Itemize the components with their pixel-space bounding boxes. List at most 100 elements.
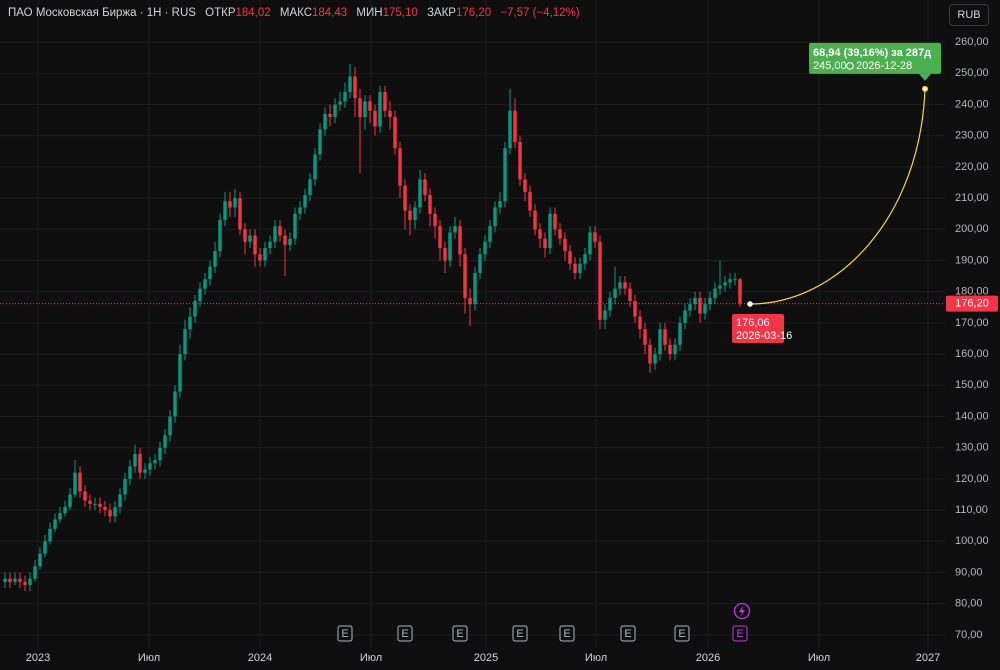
candle-body	[528, 191, 532, 211]
forecast-start-dot	[747, 301, 753, 307]
candle-body	[168, 416, 172, 436]
candle-body	[213, 251, 217, 267]
candle-body	[148, 463, 152, 470]
event-flash-bolt	[739, 605, 745, 617]
candle-body	[593, 232, 597, 242]
candle-body	[263, 248, 267, 261]
candle-body	[723, 282, 727, 286]
candle-body	[463, 254, 467, 298]
ohlc-label: ОТКР	[205, 7, 236, 19]
candle-body	[673, 344, 677, 355]
candle-body	[188, 316, 192, 330]
candle-body	[733, 279, 737, 281]
event-marker[interactable]: E	[337, 625, 353, 642]
candle-body	[238, 198, 242, 230]
candle-body	[663, 329, 667, 345]
candle-body	[518, 141, 522, 180]
event-marker[interactable]: E	[732, 602, 751, 642]
candle-body	[78, 472, 82, 492]
candle-body	[218, 219, 222, 252]
candle-body	[298, 207, 302, 214]
event-box	[732, 625, 748, 642]
candle-body	[303, 194, 307, 208]
candle-body	[718, 285, 722, 289]
event-marker[interactable]: E	[620, 625, 636, 642]
event-box	[512, 625, 528, 642]
y-tick-label: 200,00	[955, 223, 989, 235]
x-tick-label: 2023	[26, 652, 50, 664]
event-marker[interactable]: E	[397, 625, 413, 642]
candle-body	[183, 329, 187, 355]
y-tick-label: 90,00	[955, 566, 983, 578]
candle-body	[483, 241, 487, 255]
candle-body	[158, 447, 162, 461]
candle-body	[308, 179, 312, 195]
candle-body	[333, 104, 337, 117]
candle-body	[103, 506, 107, 511]
candle-body	[328, 113, 332, 117]
y-tick-label: 160,00	[955, 348, 989, 360]
candle-body	[373, 110, 377, 127]
x-tick-label: 2026	[696, 652, 720, 664]
event-marker[interactable]: E	[559, 625, 575, 642]
candle-body	[48, 528, 52, 542]
candle-body	[268, 241, 272, 249]
event-label: E	[678, 628, 685, 640]
event-label: E	[401, 628, 408, 640]
candle-body	[383, 92, 387, 111]
candle-body	[533, 210, 537, 230]
candle-body	[418, 179, 422, 208]
candle-body	[603, 310, 607, 320]
candle-body	[713, 288, 717, 298]
y-tick-label: 70,00	[955, 629, 983, 641]
candle-body	[513, 110, 517, 142]
candle-body	[178, 354, 182, 392]
candle-body	[468, 297, 472, 305]
event-flash	[733, 602, 751, 620]
candle-body	[23, 581, 27, 585]
candle-body	[258, 254, 262, 261]
candle-body	[703, 304, 707, 314]
candle-body	[123, 478, 127, 495]
y-tick-label: 110,00	[955, 504, 988, 516]
candle-body	[568, 251, 572, 264]
x-tick-label: Июл	[808, 652, 830, 664]
event-label: E	[456, 628, 463, 640]
currency-button[interactable]: RUB	[949, 4, 989, 26]
forecast-target-value: 245,00	[813, 60, 847, 72]
candle-body	[358, 98, 362, 117]
candle-body	[338, 101, 342, 105]
candle-body	[558, 229, 562, 239]
x-tick-label: Июл	[360, 652, 382, 664]
candle-body	[323, 113, 327, 130]
symbol[interactable]: ПАО Московская Биржа · 1Н · RUS	[8, 7, 196, 19]
candle-body	[493, 207, 497, 227]
candle-body	[3, 578, 7, 582]
event-box	[674, 625, 690, 642]
candle-body	[73, 472, 77, 495]
candle-body	[43, 541, 47, 554]
ohlc-label: МИН	[356, 7, 383, 19]
candle-body	[388, 110, 392, 117]
y-tick-label: 80,00	[955, 598, 983, 610]
y-tick-label: 150,00	[955, 379, 989, 391]
forecast-target-box	[809, 42, 941, 74]
candle-body	[563, 238, 567, 252]
candle-body	[283, 235, 287, 245]
candle-body	[548, 213, 552, 249]
event-marker[interactable]: E	[674, 625, 690, 642]
candle-body	[278, 226, 282, 236]
candle-body	[293, 213, 297, 239]
candle-body	[433, 213, 437, 227]
forecast-target-dot-inner	[923, 87, 927, 91]
candle-body	[153, 460, 157, 464]
event-marker[interactable]: E	[452, 625, 468, 642]
candle-body	[503, 148, 507, 202]
candle-body	[318, 129, 322, 155]
event-marker[interactable]: E	[512, 625, 528, 642]
candle-body	[133, 453, 137, 467]
candle-body	[288, 238, 292, 245]
x-tick-label: 2027	[916, 652, 940, 664]
candle-body	[108, 510, 112, 517]
candle-body	[453, 226, 457, 233]
